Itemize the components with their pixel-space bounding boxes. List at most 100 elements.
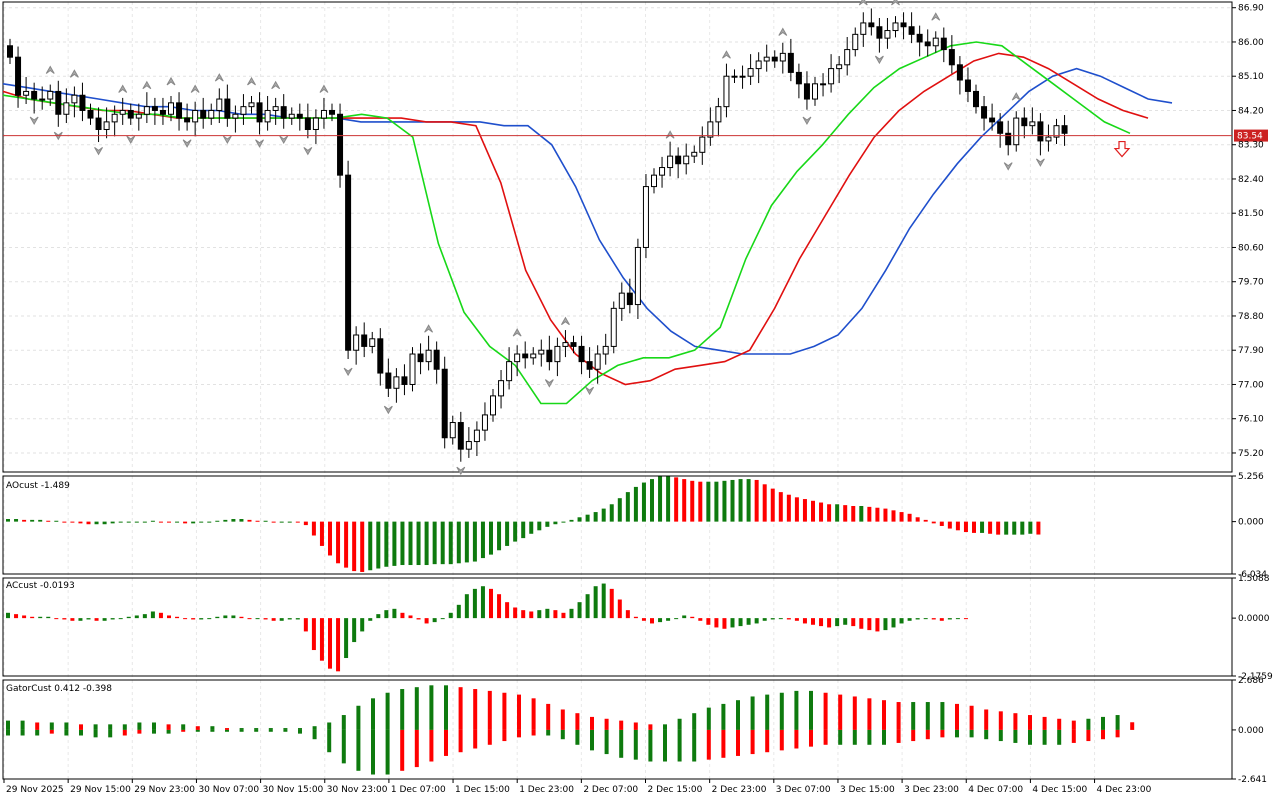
candle	[119, 97, 126, 125]
histogram-bar	[875, 618, 880, 632]
histogram-bar	[609, 504, 614, 522]
histogram-bar	[247, 618, 252, 620]
histogram-bar	[247, 519, 252, 522]
bear-candle-body	[1021, 117, 1028, 127]
bear-candle-body	[441, 368, 448, 439]
bull-candle-body	[755, 60, 762, 70]
histogram-bar	[947, 618, 952, 620]
fractal-up-marker	[512, 328, 522, 337]
bull-candle-body	[71, 94, 78, 104]
histogram-bar	[38, 616, 43, 619]
gator-upper-bar	[1057, 718, 1062, 730]
candle	[956, 56, 963, 95]
candle	[651, 168, 657, 194]
candle	[31, 82, 38, 114]
histogram-bar	[46, 616, 51, 619]
gator-lower-bar	[400, 729, 405, 771]
bull-candle-body	[530, 353, 537, 359]
histogram-bar	[722, 618, 727, 629]
bull-candle-body	[1013, 117, 1020, 146]
histogram-bar	[62, 521, 67, 523]
candle	[47, 84, 54, 106]
histogram-bar	[22, 519, 27, 522]
histogram-bar	[996, 521, 1001, 535]
y-tick-label: 78.80	[1238, 312, 1264, 322]
gator-upper-bar	[750, 696, 755, 730]
histogram-bar	[199, 618, 204, 620]
bear-candle-body	[280, 106, 287, 119]
histogram-bar	[400, 521, 405, 566]
histogram-bar	[939, 618, 944, 621]
histogram-bar	[150, 520, 155, 522]
histogram-bar	[690, 480, 695, 522]
histogram-bar	[86, 618, 91, 620]
candle	[1005, 120, 1012, 156]
fractal-up-marker	[271, 80, 281, 90]
gator-upper-bar	[998, 711, 1003, 730]
bull-candle-body	[506, 361, 513, 382]
candle	[546, 335, 553, 371]
gator-upper-bar	[122, 724, 127, 730]
candle	[329, 103, 335, 122]
histogram-bar	[923, 618, 928, 620]
gator-upper-bar	[35, 722, 40, 730]
candle	[803, 71, 810, 110]
gator-upper-bar	[239, 728, 244, 730]
histogram-bar	[167, 521, 171, 523]
candle	[723, 63, 730, 118]
bull-candle-body	[1045, 136, 1052, 142]
y-tick-label: 84.20	[1238, 106, 1264, 116]
histogram-bar	[440, 521, 445, 565]
candle	[481, 402, 488, 441]
bear-candle-body	[361, 334, 368, 347]
fractal-up-marker	[118, 84, 128, 93]
histogram-bar	[376, 521, 381, 569]
y-tick-label: 76.10	[1238, 415, 1264, 425]
bull-candle-body	[844, 49, 851, 66]
gator-upper-bar	[955, 703, 959, 730]
candle	[151, 97, 158, 125]
histogram-bar	[819, 502, 824, 522]
gator-lower-bar	[166, 729, 171, 734]
gator-lower-bar	[867, 729, 872, 745]
histogram-bar	[650, 618, 654, 624]
gator-lower-bar	[852, 729, 857, 745]
gator-upper-bar	[444, 685, 448, 730]
gator-upper-bar	[779, 692, 784, 730]
histogram-bar	[392, 521, 397, 566]
gator-upper-bar	[648, 724, 653, 730]
histogram-bar	[988, 521, 993, 534]
histogram-bar	[955, 521, 960, 531]
x-tick-label: 30 Nov 23:00	[327, 785, 388, 795]
bull-candle-body	[610, 307, 617, 347]
histogram-bar	[859, 618, 864, 629]
bull-candle-body	[691, 151, 698, 157]
histogram-bar	[416, 521, 421, 566]
x-tick-label: 1 Dec 15:00	[455, 785, 510, 795]
candle	[1021, 107, 1028, 139]
gator-upper-bar	[517, 694, 521, 730]
histogram-bar	[416, 618, 421, 620]
gator-lower-bar	[969, 729, 974, 738]
candle	[763, 44, 770, 72]
histogram-bar	[770, 618, 775, 620]
histogram-bar	[134, 615, 139, 619]
gator-lower-bar	[677, 729, 682, 762]
gator-upper-bar	[414, 687, 419, 730]
candle	[103, 107, 110, 139]
histogram-bar	[851, 505, 856, 522]
candlestick-series[interactable]	[7, 8, 1068, 462]
bear-candle-body	[31, 90, 38, 100]
bull-candle-body	[119, 109, 126, 115]
gator-lower-bar	[356, 729, 361, 771]
bear-candle-body	[401, 376, 408, 385]
gator-lower-bar	[458, 729, 463, 753]
histogram-bar	[384, 610, 389, 619]
candle	[208, 103, 215, 125]
histogram-bar	[811, 500, 815, 522]
histogram-bar	[601, 583, 606, 619]
bear-candle-body	[981, 106, 988, 119]
gator-lower-bar	[692, 729, 697, 762]
histogram-bar	[577, 602, 582, 619]
